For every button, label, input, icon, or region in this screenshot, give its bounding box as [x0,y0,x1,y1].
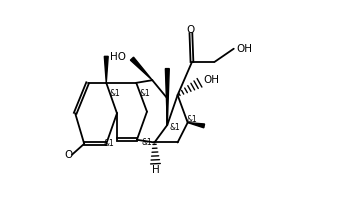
Polygon shape [104,56,108,83]
Text: &1: &1 [139,89,150,99]
Text: H: H [152,165,160,175]
Text: &1: &1 [169,123,180,132]
Text: &1: &1 [103,139,114,148]
Text: O: O [64,150,72,160]
Text: &1: &1 [109,89,120,99]
Polygon shape [188,123,205,128]
Text: O: O [187,25,195,35]
Text: OH: OH [236,44,252,54]
Polygon shape [130,57,152,80]
Text: &1: &1 [187,115,197,124]
Text: HO: HO [110,52,126,62]
Polygon shape [165,69,169,125]
Text: &1: &1 [142,138,152,147]
Text: OH: OH [203,75,219,85]
